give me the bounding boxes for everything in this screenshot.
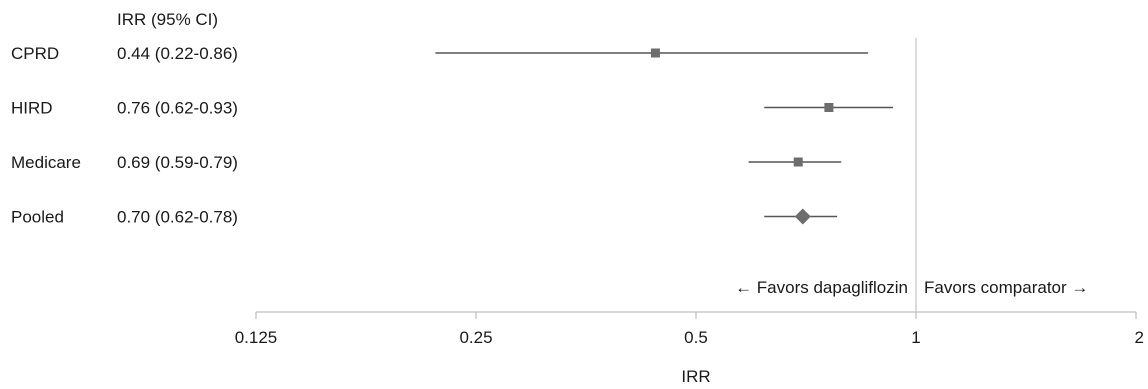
annotation-favors-comparator: Favors comparator →	[924, 278, 1088, 297]
x-tick-label: 0.25	[459, 328, 492, 347]
row-medicare: Medicare 0.69 (0.59-0.79)	[11, 153, 842, 172]
point-estimate-square	[650, 48, 660, 58]
row-label: CPRD	[11, 44, 59, 63]
rows-layer: CPRD 0.44 (0.22-0.86) HIRD 0.76 (0.62-0.93)…	[11, 44, 893, 227]
row-estimate: 0.76 (0.62-0.93)	[117, 99, 238, 118]
row-pooled: Pooled 0.70 (0.62-0.78)	[11, 208, 838, 227]
x-tick-label: 2	[1135, 328, 1144, 347]
row-estimate: 0.70 (0.62-0.78)	[117, 208, 238, 227]
annotation-favors-dapagliflozin: ← Favors dapagliflozin	[735, 278, 908, 297]
row-cprd: CPRD 0.44 (0.22-0.86)	[11, 44, 869, 63]
row-hird: HIRD 0.76 (0.62-0.93)	[11, 99, 893, 118]
row-label: HIRD	[11, 99, 53, 118]
x-tick-label: 0.125	[235, 328, 278, 347]
x-axis-label: IRR	[681, 367, 710, 386]
row-estimate: 0.44 (0.22-0.86)	[117, 44, 238, 63]
column-header: IRR (95% CI)	[117, 10, 218, 29]
point-estimate-square	[824, 103, 834, 112]
row-label: Medicare	[11, 153, 81, 172]
row-estimate: 0.69 (0.59-0.79)	[117, 153, 238, 172]
x-tick-label: 0.5	[684, 328, 708, 347]
point-estimate-square	[793, 157, 803, 167]
point-estimate-diamond	[794, 208, 811, 225]
x-axis-ticks: 0.125 0.25 0.5 1 2	[235, 312, 1144, 347]
x-tick-label: 1	[911, 328, 920, 347]
row-label: Pooled	[11, 208, 64, 227]
